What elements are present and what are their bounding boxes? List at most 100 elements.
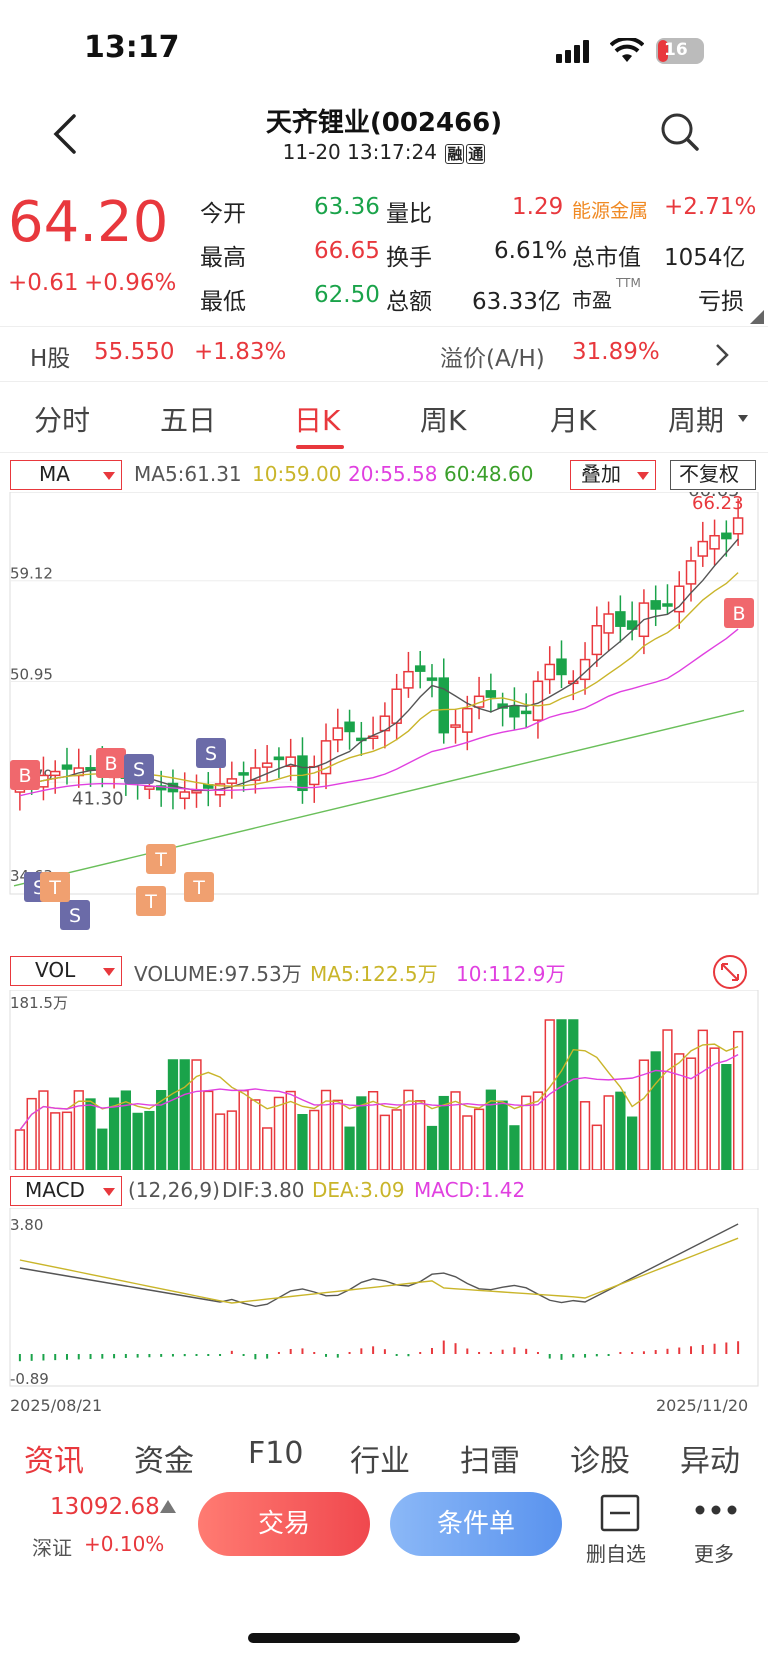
volume-bar [415, 1100, 426, 1170]
sector-pct: +2.71% [664, 194, 757, 220]
volume-bar [473, 1108, 485, 1170]
search-icon[interactable] [660, 112, 700, 152]
volume-bar [403, 1089, 414, 1170]
buy-marker-label: B [104, 753, 117, 775]
sector-name[interactable]: 能源金属 [572, 200, 649, 222]
macd-indicator-select[interactable]: MACD [10, 1176, 122, 1206]
volume-bar [144, 1110, 155, 1170]
chart-frame [9, 492, 759, 895]
kline-indicator-select[interactable]: MA [10, 460, 122, 490]
candle-body [732, 517, 744, 535]
tab-daily-k[interactable]: 日K [294, 404, 341, 437]
dea-line [19, 1237, 739, 1304]
price-axis-label: 50.95 [10, 666, 53, 684]
volume-bar [721, 1064, 732, 1170]
kline-chart[interactable]: 67.2859.1250.9542.7934.6366.6566.2341.30… [0, 492, 768, 952]
index-name: 深证 [32, 1536, 72, 1560]
ma20-line [19, 628, 739, 797]
tab-funds[interactable]: 资金 [134, 1444, 194, 1479]
volume-bar [191, 1059, 202, 1170]
tab-period[interactable]: 周期 [668, 404, 725, 437]
h-share-bar[interactable]: H股 55.550 +1.83% 溢价(A/H) 31.89% [0, 326, 768, 382]
tab-f10[interactable]: F10 [248, 1436, 304, 1471]
t-marker [136, 886, 166, 916]
tab-intraday[interactable]: 分时 [34, 404, 91, 437]
candle-body [344, 721, 355, 733]
volume-bar [379, 1114, 391, 1170]
open-value: 63.36 [314, 194, 380, 220]
t-marker [40, 872, 70, 902]
status-bar: 13:17 16 [0, 0, 768, 100]
bottom-action-bar: 13092.68 深证 +0.10% 交易 条件单 删自选 更多 [0, 1480, 768, 1660]
volume-bar [285, 1090, 296, 1170]
candle-body [273, 756, 285, 761]
candle-body [179, 791, 190, 800]
price-change: +0.61 [8, 270, 79, 296]
tab-diagnosis[interactable]: 诊股 [570, 1444, 630, 1479]
volume-bar [509, 1125, 520, 1170]
candle-body [438, 677, 450, 734]
more-label[interactable]: 更多 [694, 1542, 734, 1566]
candle-body [485, 690, 497, 698]
tab-industry[interactable]: 行业 [350, 1444, 410, 1479]
candle-body [85, 767, 96, 771]
candle-body [144, 785, 155, 790]
high-price-label: 66.65 [688, 492, 740, 501]
low-label: 最低 [200, 289, 246, 315]
dif-line [19, 1223, 739, 1307]
signal-icon [556, 40, 589, 63]
back-icon[interactable] [52, 114, 78, 154]
overlay-select[interactable]: 叠加 [570, 460, 656, 490]
volume-bar [438, 1095, 449, 1170]
volume-bar [262, 1127, 273, 1170]
tab-five-day[interactable]: 五日 [160, 404, 217, 437]
volume-bar [332, 1099, 343, 1170]
active-tab-indicator [296, 445, 344, 449]
volume-bar [50, 1112, 61, 1170]
t-marker [184, 872, 214, 902]
volume-bar [697, 1029, 708, 1170]
tab-monthly-k[interactable]: 月K [550, 404, 597, 437]
ma60-value: 60:48.60 [444, 462, 534, 486]
expand-icon[interactable] [712, 954, 748, 990]
candle-body [403, 670, 414, 689]
remove-watchlist-label[interactable]: 删自选 [586, 1542, 646, 1566]
volume-indicator-select[interactable]: VOL [10, 956, 122, 986]
volume-bar [309, 1109, 320, 1170]
dropdown-arrow-icon [738, 415, 748, 422]
sell-marker [60, 900, 90, 930]
volume-bar [297, 1113, 308, 1170]
t-marker-label: T [144, 891, 157, 913]
volume-max-label: 181.5万 [10, 994, 68, 1012]
volume-bar [344, 1126, 355, 1170]
tab-movement[interactable]: 异动 [680, 1444, 740, 1479]
volume-bar [108, 1097, 120, 1170]
adjust-button[interactable]: 不复权 [670, 460, 756, 490]
volume-bar [250, 1099, 261, 1170]
buy-marker-label: B [732, 603, 745, 625]
candle-body [426, 677, 438, 681]
pe-value: 亏损 [698, 289, 744, 315]
volume-bar [544, 1019, 555, 1170]
candle-body [697, 540, 709, 557]
tab-risk-scan[interactable]: 扫雷 [460, 1444, 520, 1479]
tab-weekly-k[interactable]: 周K [420, 404, 467, 437]
ma5-value: MA5:61.31 [134, 462, 242, 486]
last-price: 64.20 [8, 190, 169, 255]
buy-marker [724, 598, 754, 628]
clock: 13:17 [84, 30, 180, 65]
macd-params: (12,26,9) [128, 1178, 220, 1202]
t-marker-label: T [154, 849, 167, 871]
t-marker-label: T [48, 877, 61, 899]
volume-bar [650, 1051, 661, 1170]
tab-news[interactable]: 资讯 [24, 1444, 84, 1479]
more-icon[interactable] [694, 1504, 738, 1516]
volume-bar [61, 1111, 73, 1170]
low-price-label: 41.30 [72, 789, 124, 810]
candle-body [332, 727, 344, 741]
remove-watchlist-icon[interactable] [600, 1494, 640, 1532]
condition-order-button[interactable]: 条件单 [390, 1492, 562, 1556]
candle-body [603, 613, 614, 634]
volume-bar [674, 1053, 685, 1170]
trade-button[interactable]: 交易 [198, 1492, 370, 1556]
